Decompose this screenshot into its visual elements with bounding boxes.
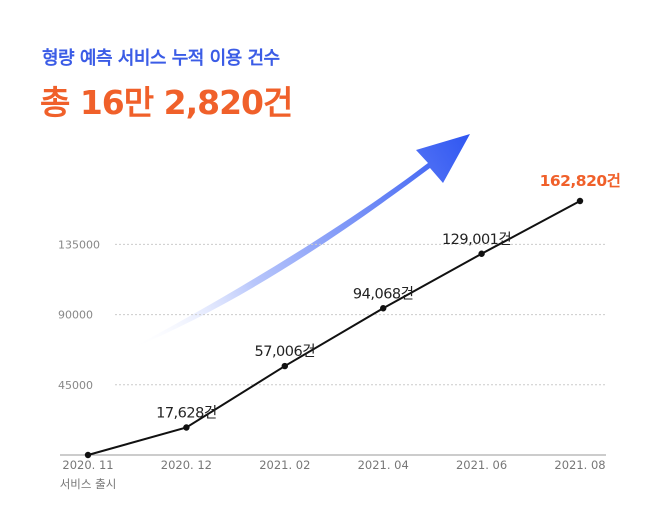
data-point xyxy=(478,250,485,257)
chart-subtitle: 형량 예측 서비스 누적 이용 건수 xyxy=(42,48,280,69)
y-tick-label: 135000 xyxy=(58,238,100,251)
data-labels: 17,628건 57,006건 94,068건 129,001건 162,820건 xyxy=(156,172,621,422)
highlight-data-label: 162,820건 xyxy=(540,172,621,190)
y-tick-label: 45000 xyxy=(58,379,93,392)
data-point xyxy=(380,305,387,312)
data-label: 129,001건 xyxy=(442,231,511,248)
data-point xyxy=(183,424,190,431)
data-point xyxy=(84,451,92,459)
x-tick-label: 2021. 04 xyxy=(358,458,409,472)
grid-lines xyxy=(115,243,606,386)
data-label: 94,068건 xyxy=(353,285,414,302)
x-tick-label: 2020. 11 xyxy=(62,458,113,472)
series-polyline xyxy=(87,200,581,456)
chart-headline: 총 16만 2,820건 xyxy=(40,83,293,122)
data-point xyxy=(576,197,584,205)
x-tick-label: 2021. 06 xyxy=(456,458,507,472)
axes: 45000 90000 135000 2020. 11 서비스 출시 2020. 12 20… xyxy=(58,238,606,491)
arrow-up-icon xyxy=(128,134,470,350)
x-tick-label: 2021. 02 xyxy=(259,458,310,472)
x-tick-label: 2020. 12 xyxy=(161,458,212,472)
series-line xyxy=(87,200,581,456)
data-point xyxy=(281,362,288,370)
x-tick-sublabel: 서비스 출시 xyxy=(60,477,117,491)
y-tick-label: 90000 xyxy=(58,309,93,322)
data-label: 17,628건 xyxy=(156,405,217,422)
x-tick-label: 2021. 08 xyxy=(554,458,605,472)
data-points xyxy=(84,197,584,459)
data-label: 57,006건 xyxy=(255,343,316,360)
